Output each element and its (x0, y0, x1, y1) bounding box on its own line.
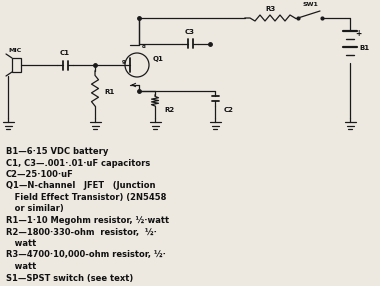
Text: R2—1800·330-ohm  resistor,  ½·: R2—1800·330-ohm resistor, ½· (6, 227, 157, 237)
Bar (12, 58, 21, 72)
Text: MIC: MIC (8, 47, 22, 53)
Text: g: g (122, 59, 126, 65)
Text: B1: B1 (359, 45, 369, 51)
Text: or similar): or similar) (6, 204, 64, 214)
Text: R1—1·10 Megohm resistor, ½·watt: R1—1·10 Megohm resistor, ½·watt (6, 216, 169, 225)
Text: C2: C2 (224, 106, 234, 112)
Text: d: d (142, 45, 146, 49)
Text: C1: C1 (60, 50, 70, 56)
Text: R1: R1 (104, 88, 114, 94)
Text: C2—25·100·uF: C2—25·100·uF (6, 170, 74, 179)
Text: R2: R2 (164, 106, 174, 112)
Text: C3: C3 (185, 29, 195, 35)
Text: R3—4700·10,000-ohm resistor, ½·: R3—4700·10,000-ohm resistor, ½· (6, 251, 166, 259)
Text: watt: watt (6, 262, 36, 271)
Text: C1, C3—.001·.01·uF capacitors: C1, C3—.001·.01·uF capacitors (6, 158, 150, 168)
Text: Q1—N-channel   JFET   (Junction: Q1—N-channel JFET (Junction (6, 182, 155, 190)
Text: Q1: Q1 (153, 56, 164, 62)
Text: B1—6·15 VDC battery: B1—6·15 VDC battery (6, 147, 108, 156)
Text: watt: watt (6, 239, 36, 248)
Text: SW1: SW1 (302, 3, 318, 7)
Text: Field Effect Transistor) (2N5458: Field Effect Transistor) (2N5458 (6, 193, 166, 202)
Text: +: + (355, 29, 361, 37)
Text: R3: R3 (265, 6, 275, 12)
Text: S1—SPST switch (see text): S1—SPST switch (see text) (6, 273, 133, 283)
